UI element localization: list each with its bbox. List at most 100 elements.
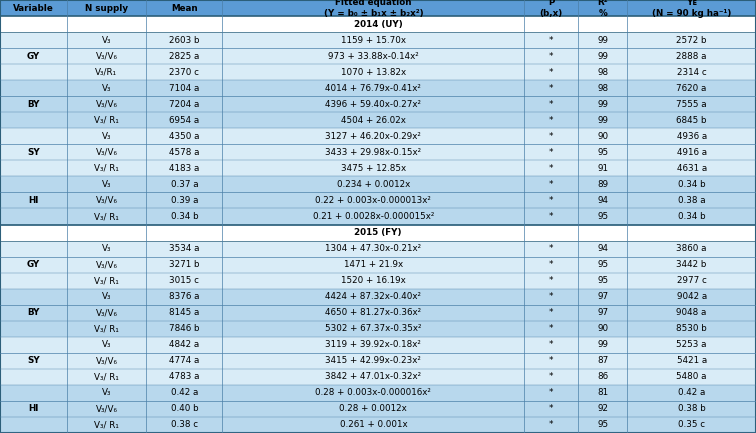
Text: *: * — [549, 356, 553, 365]
Text: 3127 + 46.20x-0.29x²: 3127 + 46.20x-0.29x² — [325, 132, 421, 141]
Bar — [67, 96, 146, 112]
Text: V₃: V₃ — [102, 180, 111, 189]
Bar — [627, 385, 756, 401]
Text: 4350 a: 4350 a — [169, 132, 200, 141]
Text: *: * — [549, 244, 553, 253]
Text: 4842 a: 4842 a — [169, 340, 200, 349]
Bar — [578, 160, 627, 176]
Text: V₃/V₆: V₃/V₆ — [95, 196, 117, 205]
Bar — [67, 273, 146, 289]
Text: V₃/ R₁: V₃/ R₁ — [94, 164, 119, 173]
Bar — [0, 96, 67, 112]
Bar — [578, 96, 627, 112]
Bar — [0, 48, 67, 64]
Bar — [67, 192, 146, 208]
Bar — [627, 417, 756, 433]
Bar — [627, 241, 756, 257]
Text: Mean: Mean — [171, 3, 197, 13]
Bar — [578, 337, 627, 353]
Bar — [222, 160, 524, 176]
Bar — [627, 305, 756, 321]
Bar — [222, 241, 524, 257]
Bar — [524, 241, 578, 257]
Text: 3534 a: 3534 a — [169, 244, 200, 253]
Bar — [524, 417, 578, 433]
Text: 5480 a: 5480 a — [677, 372, 707, 381]
Bar — [67, 80, 146, 96]
Text: *: * — [549, 180, 553, 189]
Text: 98: 98 — [597, 84, 609, 93]
Bar — [222, 385, 524, 401]
Text: V₃/ R₁: V₃/ R₁ — [94, 276, 119, 285]
Text: 8376 a: 8376 a — [169, 292, 200, 301]
Bar — [146, 128, 222, 144]
Text: 99: 99 — [597, 36, 608, 45]
Bar — [578, 305, 627, 321]
Text: 2977 c: 2977 c — [677, 276, 707, 285]
Bar — [524, 128, 578, 144]
Bar — [524, 289, 578, 305]
Bar — [222, 192, 524, 208]
Text: *: * — [549, 292, 553, 301]
Text: V₃: V₃ — [102, 292, 111, 301]
Bar — [146, 289, 222, 305]
Bar — [627, 369, 756, 385]
Bar — [222, 289, 524, 305]
Text: Yᴇ
(N = 90 kg ha⁻¹): Yᴇ (N = 90 kg ha⁻¹) — [652, 0, 731, 19]
Text: 2603 b: 2603 b — [169, 36, 200, 45]
Text: 4183 a: 4183 a — [169, 164, 200, 173]
Bar — [578, 321, 627, 337]
Bar — [627, 257, 756, 273]
Text: 99: 99 — [597, 52, 608, 61]
Text: 6954 a: 6954 a — [169, 116, 200, 125]
Bar — [67, 337, 146, 353]
Bar — [578, 32, 627, 48]
Bar — [67, 305, 146, 321]
Text: V₃/ R₁: V₃/ R₁ — [94, 420, 119, 430]
Bar — [222, 80, 524, 96]
Bar — [67, 48, 146, 64]
Bar — [146, 64, 222, 80]
Text: 8530 b: 8530 b — [677, 324, 707, 333]
Text: 2014 (UY): 2014 (UY) — [354, 19, 402, 29]
Text: 7846 b: 7846 b — [169, 324, 200, 333]
Bar — [146, 112, 222, 128]
Text: 3271 b: 3271 b — [169, 260, 200, 269]
Bar — [578, 385, 627, 401]
Bar — [524, 160, 578, 176]
Text: GY: GY — [26, 260, 40, 269]
Text: 95: 95 — [597, 420, 609, 430]
Bar — [627, 128, 756, 144]
Text: *: * — [549, 212, 553, 221]
Bar — [0, 128, 67, 144]
Text: *: * — [549, 132, 553, 141]
Bar — [578, 176, 627, 192]
Bar — [524, 176, 578, 192]
Bar — [222, 257, 524, 273]
Text: 4014 + 76.79x-0.41x²: 4014 + 76.79x-0.41x² — [325, 84, 421, 93]
Bar — [524, 208, 578, 225]
Bar — [222, 353, 524, 369]
Text: 2888 a: 2888 a — [677, 52, 707, 61]
Bar — [222, 64, 524, 80]
Bar — [146, 176, 222, 192]
Text: *: * — [549, 68, 553, 77]
Text: 2314 c: 2314 c — [677, 68, 707, 77]
Bar — [146, 241, 222, 257]
Bar — [222, 273, 524, 289]
Bar — [0, 369, 67, 385]
Bar — [146, 0, 222, 16]
Bar — [0, 0, 67, 16]
Text: 2015 (FY): 2015 (FY) — [355, 228, 401, 237]
Text: V₃: V₃ — [102, 132, 111, 141]
Text: 4631 a: 4631 a — [677, 164, 707, 173]
Text: 0.38 b: 0.38 b — [678, 404, 705, 414]
Bar — [222, 0, 524, 16]
Bar — [524, 273, 578, 289]
Bar — [67, 401, 146, 417]
Text: V₃: V₃ — [102, 340, 111, 349]
Bar — [627, 48, 756, 64]
Text: V₃/V₆: V₃/V₆ — [95, 308, 117, 317]
Text: 99: 99 — [597, 116, 608, 125]
Text: 90: 90 — [597, 132, 609, 141]
